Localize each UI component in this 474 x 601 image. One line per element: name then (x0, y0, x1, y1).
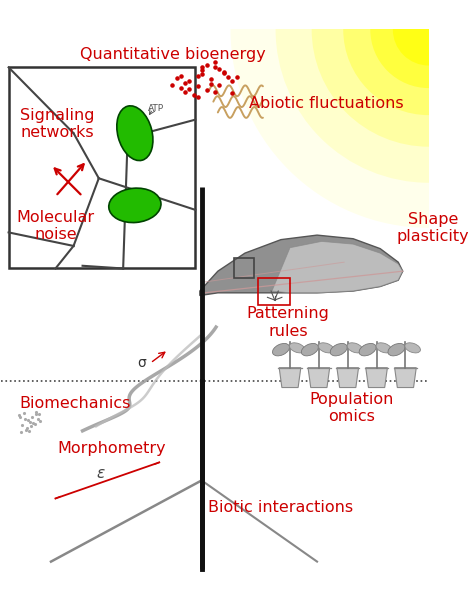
Ellipse shape (290, 343, 305, 353)
Ellipse shape (376, 343, 392, 353)
Text: σ: σ (137, 356, 146, 370)
Circle shape (393, 0, 465, 66)
Circle shape (230, 0, 474, 228)
Polygon shape (279, 368, 301, 388)
Polygon shape (395, 368, 416, 388)
Ellipse shape (273, 343, 290, 356)
Bar (9, 67, 195, 269)
Ellipse shape (330, 343, 347, 356)
Text: Quantitative bioenergy: Quantitative bioenergy (80, 47, 265, 63)
Polygon shape (308, 368, 330, 388)
Text: Biomechanics: Biomechanics (19, 396, 131, 411)
Text: Biotic interactions: Biotic interactions (209, 500, 354, 515)
Text: ε: ε (97, 466, 105, 481)
Circle shape (311, 0, 474, 147)
Text: ATP: ATP (147, 105, 164, 114)
Text: Population
omics: Population omics (309, 392, 393, 424)
Bar (234, 258, 254, 278)
Bar (258, 278, 290, 305)
Polygon shape (366, 368, 387, 388)
Ellipse shape (301, 343, 319, 356)
Ellipse shape (359, 343, 376, 356)
Polygon shape (337, 368, 358, 388)
Ellipse shape (388, 343, 405, 356)
Text: Abiotic fluctuations: Abiotic fluctuations (249, 96, 403, 111)
Circle shape (275, 0, 474, 183)
Ellipse shape (347, 343, 363, 353)
Ellipse shape (109, 188, 161, 222)
Circle shape (343, 0, 474, 115)
Polygon shape (200, 235, 403, 296)
Text: Molecular
noise: Molecular noise (17, 210, 95, 242)
Ellipse shape (405, 343, 420, 353)
Circle shape (370, 0, 474, 88)
Polygon shape (272, 242, 403, 293)
Text: Patterning
rules: Patterning rules (247, 307, 329, 339)
Ellipse shape (117, 106, 153, 160)
Text: Morphometry: Morphometry (57, 441, 166, 456)
Text: Signaling
networks: Signaling networks (20, 108, 94, 141)
Ellipse shape (319, 343, 334, 353)
Text: Shape
plasticity: Shape plasticity (396, 212, 469, 244)
